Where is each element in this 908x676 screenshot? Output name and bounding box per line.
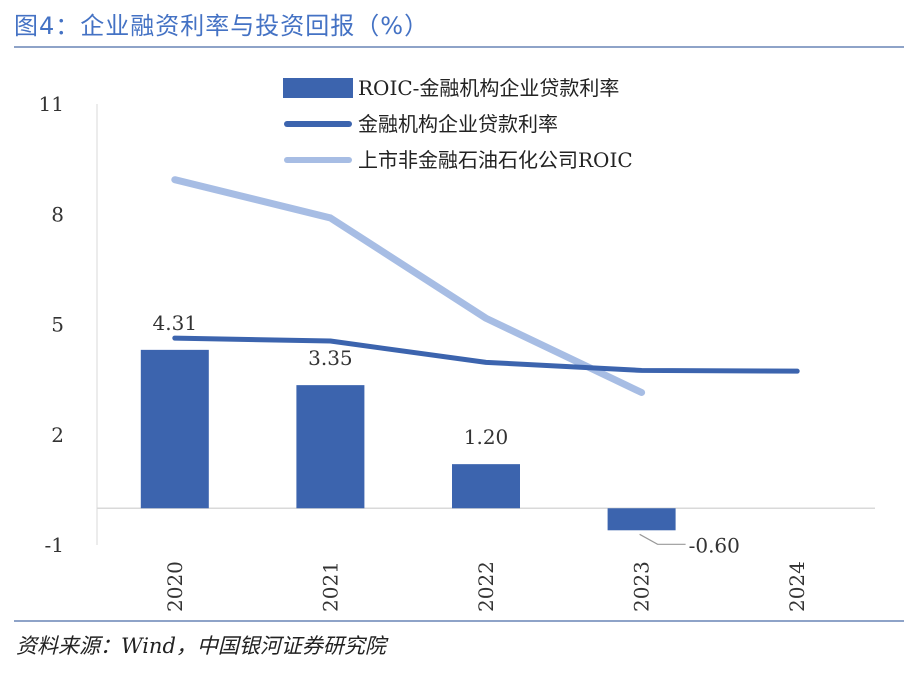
bar-data-label: 4.31 <box>153 311 198 335</box>
legend-label: 上市非金融石油石化公司ROIC <box>358 148 633 172</box>
line-series-roic <box>171 176 646 396</box>
x-tick-label: 2023 <box>630 561 654 612</box>
y-tick-label: 2 <box>51 423 64 447</box>
y-tick-label: 11 <box>39 92 64 116</box>
x-tick-label: 2022 <box>474 561 498 612</box>
y-tick-label: -1 <box>45 533 64 557</box>
legend-label: 金融机构企业贷款利率 <box>358 112 558 136</box>
footer-divider <box>14 620 904 622</box>
title-divider <box>14 46 904 48</box>
legend-label: ROIC-金融机构企业贷款利率 <box>358 76 619 100</box>
bar <box>452 464 520 509</box>
x-tick-label: 2021 <box>318 561 342 612</box>
bar-data-label: 3.35 <box>308 346 353 370</box>
chart-title: 图4：企业融资利率与投资回报（%） <box>14 12 430 40</box>
bar <box>296 385 365 509</box>
x-tick-label: 2020 <box>163 561 187 612</box>
bar <box>140 349 209 509</box>
bar <box>607 508 676 531</box>
y-tick-label: 8 <box>51 202 64 226</box>
bar-data-label: -0.60 <box>689 533 740 557</box>
legend-swatch-bar <box>283 78 353 98</box>
bar-data-label: 1.20 <box>464 425 509 449</box>
line-series-loan-rate <box>172 335 800 374</box>
source-note: 资料来源：Wind，中国银河证券研究院 <box>16 634 386 658</box>
y-tick-label: 5 <box>51 313 64 337</box>
x-tick-label: 2024 <box>785 561 809 612</box>
data-label-leader <box>639 533 686 545</box>
